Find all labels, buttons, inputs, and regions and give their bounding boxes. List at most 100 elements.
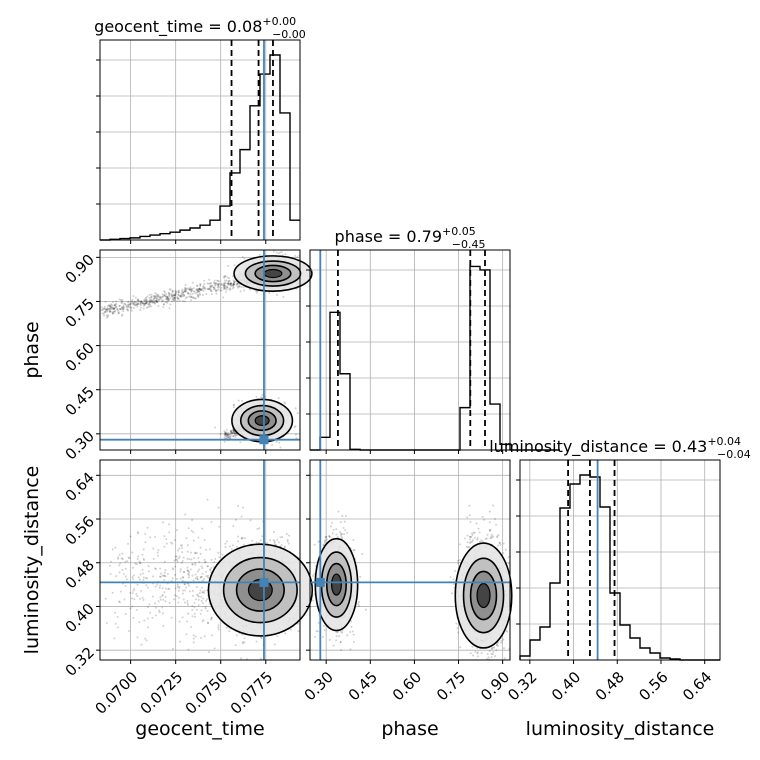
scatter-point <box>116 626 119 629</box>
scatter-point <box>136 531 139 534</box>
scatter-point <box>166 296 169 299</box>
scatter-point <box>129 607 132 610</box>
scatter-point <box>130 597 133 600</box>
scatter-point <box>158 297 161 300</box>
scatter-point <box>174 291 177 294</box>
scatter-point <box>147 303 150 306</box>
scatter-point <box>162 624 165 627</box>
scatter-point <box>191 604 194 607</box>
scatter-point <box>109 308 112 311</box>
scatter-point <box>189 288 192 291</box>
scatter-point <box>251 539 254 542</box>
scatter-point <box>234 280 237 283</box>
scatter-point <box>209 285 212 288</box>
scatter-point <box>135 563 138 566</box>
scatter-point <box>164 595 167 598</box>
scatter-point <box>168 288 171 291</box>
scatter-point <box>329 525 332 528</box>
scatter-point <box>185 586 188 589</box>
scatter-point <box>223 286 226 289</box>
scatter-point <box>180 294 183 297</box>
scatter-point <box>182 556 185 559</box>
scatter-point <box>166 298 169 301</box>
scatter-point <box>232 435 235 438</box>
scatter-point <box>190 296 193 299</box>
scatter-point <box>199 283 202 286</box>
scatter-point <box>231 287 234 290</box>
scatter-point <box>175 529 178 532</box>
scatter-point <box>109 310 112 313</box>
scatter-point <box>171 647 174 650</box>
scatter-point <box>144 541 147 544</box>
scatter-point <box>177 291 180 294</box>
scatter-point <box>206 282 209 285</box>
scatter-point <box>128 305 131 308</box>
scatter-point <box>133 300 136 303</box>
scatter-point <box>111 312 114 315</box>
scatter-point <box>168 601 171 604</box>
scatter-point <box>106 306 109 309</box>
scatter-point <box>181 551 184 554</box>
scatter-point <box>163 560 166 563</box>
scatter-point <box>150 296 153 299</box>
scatter-point <box>190 290 193 293</box>
scatter-point <box>166 301 169 304</box>
scatter-point <box>331 521 334 524</box>
scatter-point <box>185 296 188 299</box>
scatter-point <box>152 595 155 598</box>
scatter-point <box>149 303 152 306</box>
scatter-point <box>158 298 161 301</box>
scatter-point <box>225 285 228 288</box>
scatter-point <box>154 614 157 617</box>
y-tick-label: 0.30 <box>62 427 98 463</box>
scatter-point <box>152 558 155 561</box>
scatter-point <box>205 548 208 551</box>
scatter-point <box>132 301 135 304</box>
scatter-point <box>149 299 152 302</box>
scatter-point <box>144 637 147 640</box>
scatter-point <box>113 304 116 307</box>
scatter-point <box>280 544 283 547</box>
scatter-point <box>141 302 144 305</box>
scatter-point <box>209 288 212 291</box>
scatter-point <box>170 293 173 296</box>
scatter-point <box>121 299 124 302</box>
scatter-point <box>106 308 109 311</box>
scatter-point <box>210 617 213 620</box>
scatter-point <box>210 290 213 293</box>
scatter-point <box>103 307 106 310</box>
scatter-point <box>224 432 227 435</box>
scatter-point <box>226 433 229 436</box>
scatter-point <box>133 302 136 305</box>
scatter-point <box>157 549 160 552</box>
scatter-point <box>121 313 124 316</box>
scatter-point <box>176 296 179 299</box>
scatter-point <box>192 637 195 640</box>
scatter-point <box>230 432 233 435</box>
scatter-point <box>167 298 170 301</box>
scatter-point <box>150 300 153 303</box>
panel-title: geocent_time = 0.08+0.00 −0.00 <box>94 15 306 41</box>
scatter-point <box>213 281 216 284</box>
scatter-point <box>128 303 131 306</box>
scatter-point <box>204 607 207 610</box>
scatter-point <box>107 307 110 310</box>
scatter-point <box>143 298 146 301</box>
scatter-point <box>111 312 114 315</box>
scatter-point <box>136 303 139 306</box>
scatter-point <box>199 589 202 592</box>
scatter-point <box>174 292 177 295</box>
scatter-point <box>185 537 188 540</box>
scatter-point <box>223 433 226 436</box>
scatter-point <box>145 299 148 302</box>
scatter-point <box>100 306 103 309</box>
scatter-point <box>179 294 182 297</box>
scatter-point <box>226 433 229 436</box>
scatter-point <box>146 300 149 303</box>
scatter-point <box>227 432 230 435</box>
scatter-point <box>142 302 145 305</box>
scatter-point <box>182 598 185 601</box>
scatter-point <box>273 643 276 646</box>
scatter-point <box>255 395 258 398</box>
scatter-point <box>181 299 184 302</box>
